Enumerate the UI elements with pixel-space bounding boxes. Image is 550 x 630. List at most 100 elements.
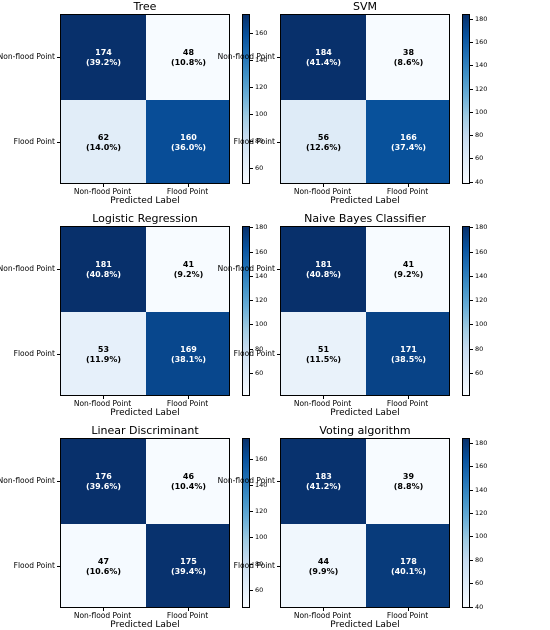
x-tick-label: Flood Point: [386, 611, 429, 620]
x-axis-title: Predicted Label: [110, 620, 180, 630]
y-tick-label: Non-flood Point: [217, 263, 275, 273]
colorbar-tick: [470, 443, 473, 444]
matrix-cell: 169 (38.1%): [146, 312, 229, 395]
y-tick: [57, 565, 60, 567]
x-tick-label: Non-flood Point: [73, 399, 132, 408]
colorbar-tick-label: 140: [475, 486, 488, 494]
colorbar-tick-label: 160: [255, 29, 268, 37]
colorbar-tick: [470, 536, 473, 537]
matrix-cell: 175 (39.4%): [146, 524, 229, 607]
x-tick-label: Non-flood Point: [293, 399, 352, 408]
colorbar-tick-label: 60: [475, 579, 484, 587]
x-tick-label: Non-flood Point: [293, 611, 352, 620]
colorbar-tick-label: 100: [475, 108, 488, 116]
colorbar-tick-label: 80: [255, 560, 264, 568]
colorbar-tick: [250, 87, 253, 88]
x-axis-title: Predicted Label: [330, 408, 400, 418]
cell-count: 183: [315, 471, 332, 481]
colorbar-tick-label: 100: [255, 533, 268, 541]
cell-percent: (40.8%): [85, 269, 122, 279]
colorbar-tick: [250, 537, 253, 538]
cell-count: 169: [180, 344, 197, 354]
y-tick-label: Flood Point: [233, 136, 275, 146]
cell-count: 56: [317, 132, 330, 142]
matrix-cell: 160 (36.0%): [146, 100, 229, 183]
matrix-cell: 56 (12.6%): [281, 100, 366, 183]
colorbar-tick-label: 160: [475, 38, 488, 46]
colorbar-tick-label: 100: [255, 320, 268, 328]
confusion-matrix-heatmap: 184 (41.4%) 38 (8.6%) 56 (12.6%) 166 (37.4%): [280, 14, 450, 184]
colorbar: [242, 438, 250, 608]
y-tick: [277, 565, 280, 567]
cell-count: 160: [180, 132, 197, 142]
colorbar-tick: [250, 373, 253, 374]
y-tick-label: Non-flood Point: [0, 51, 55, 61]
x-tick: [322, 184, 324, 187]
cell-percent: (11.9%): [85, 354, 122, 364]
cell-percent: (41.2%): [305, 481, 342, 491]
confusion-matrix-heatmap: 181 (40.8%) 41 (9.2%) 53 (11.9%) 169 (38.1%): [60, 226, 230, 396]
matrix-cell: 181 (40.8%): [281, 227, 366, 312]
x-axis-title: Predicted Label: [330, 620, 400, 630]
cell-percent: (9.2%): [393, 269, 424, 279]
cell-count: 41: [182, 259, 195, 269]
cell-count: 181: [95, 259, 112, 269]
x-tick-label: Non-flood Point: [73, 611, 132, 620]
matrix-cell: 183 (41.2%): [281, 439, 366, 524]
colorbar-tick-label: 80: [475, 345, 484, 353]
colorbar-tick-label: 160: [475, 248, 488, 256]
colorbar-tick-label: 80: [475, 556, 484, 564]
colorbar-tick-label: 40: [475, 603, 484, 611]
matrix-cell: 51 (11.5%): [281, 312, 366, 395]
colorbar-tick-label: 100: [475, 532, 488, 540]
panel-title: Voting algorithm: [319, 424, 411, 437]
x-tick: [187, 608, 189, 611]
colorbar-tick-label: 140: [255, 56, 268, 64]
matrix-cell: 184 (41.4%): [281, 15, 366, 100]
colorbar-tick-label: 180: [475, 15, 488, 23]
colorbar-tick-label: 60: [475, 154, 484, 162]
colorbar-tick-label: 160: [255, 248, 268, 256]
x-tick: [187, 184, 189, 187]
colorbar-tick: [470, 65, 473, 66]
colorbar-tick-label: 120: [255, 296, 268, 304]
cell-percent: (36.0%): [170, 142, 207, 152]
cell-percent: (38.1%): [170, 354, 207, 364]
colorbar-tick-label: 80: [255, 137, 264, 145]
colorbar-tick: [250, 459, 253, 460]
cell-count: 184: [315, 47, 332, 57]
y-tick-label: Flood Point: [13, 560, 55, 570]
matrix-cell: 38 (8.6%): [366, 15, 449, 100]
confusion-matrix-heatmap: 181 (40.8%) 41 (9.2%) 51 (11.5%) 171 (38.5%): [280, 226, 450, 396]
cell-count: 181: [315, 259, 332, 269]
matrix-cell: 171 (38.5%): [366, 312, 449, 395]
colorbar-tick: [470, 42, 473, 43]
x-axis-title: Predicted Label: [110, 196, 180, 206]
cell-percent: (8.8%): [393, 481, 424, 491]
cell-percent: (40.8%): [305, 269, 342, 279]
cell-percent: (14.0%): [85, 142, 122, 152]
y-tick: [57, 268, 60, 270]
y-tick-label: Flood Point: [13, 348, 55, 358]
x-tick-label: Non-flood Point: [293, 187, 352, 196]
y-tick: [277, 353, 280, 355]
colorbar-tick: [250, 168, 253, 169]
colorbar-tick: [250, 33, 253, 34]
cell-percent: (11.5%): [305, 354, 342, 364]
colorbar-tick: [470, 373, 473, 374]
cell-percent: (40.1%): [390, 566, 427, 576]
colorbar-tick: [470, 324, 473, 325]
y-tick: [57, 353, 60, 355]
cell-count: 46: [182, 471, 195, 481]
colorbar-tick-label: 100: [475, 320, 488, 328]
x-axis-title: Predicted Label: [110, 408, 180, 418]
colorbar-tick: [470, 135, 473, 136]
y-tick-label: Flood Point: [233, 348, 275, 358]
colorbar-tick-label: 60: [255, 164, 264, 172]
x-tick: [102, 396, 104, 399]
colorbar-tick: [250, 114, 253, 115]
panel-title: SVM: [353, 0, 377, 13]
matrix-cell: 41 (9.2%): [146, 227, 229, 312]
cell-percent: (10.8%): [170, 57, 207, 67]
cell-count: 176: [95, 471, 112, 481]
